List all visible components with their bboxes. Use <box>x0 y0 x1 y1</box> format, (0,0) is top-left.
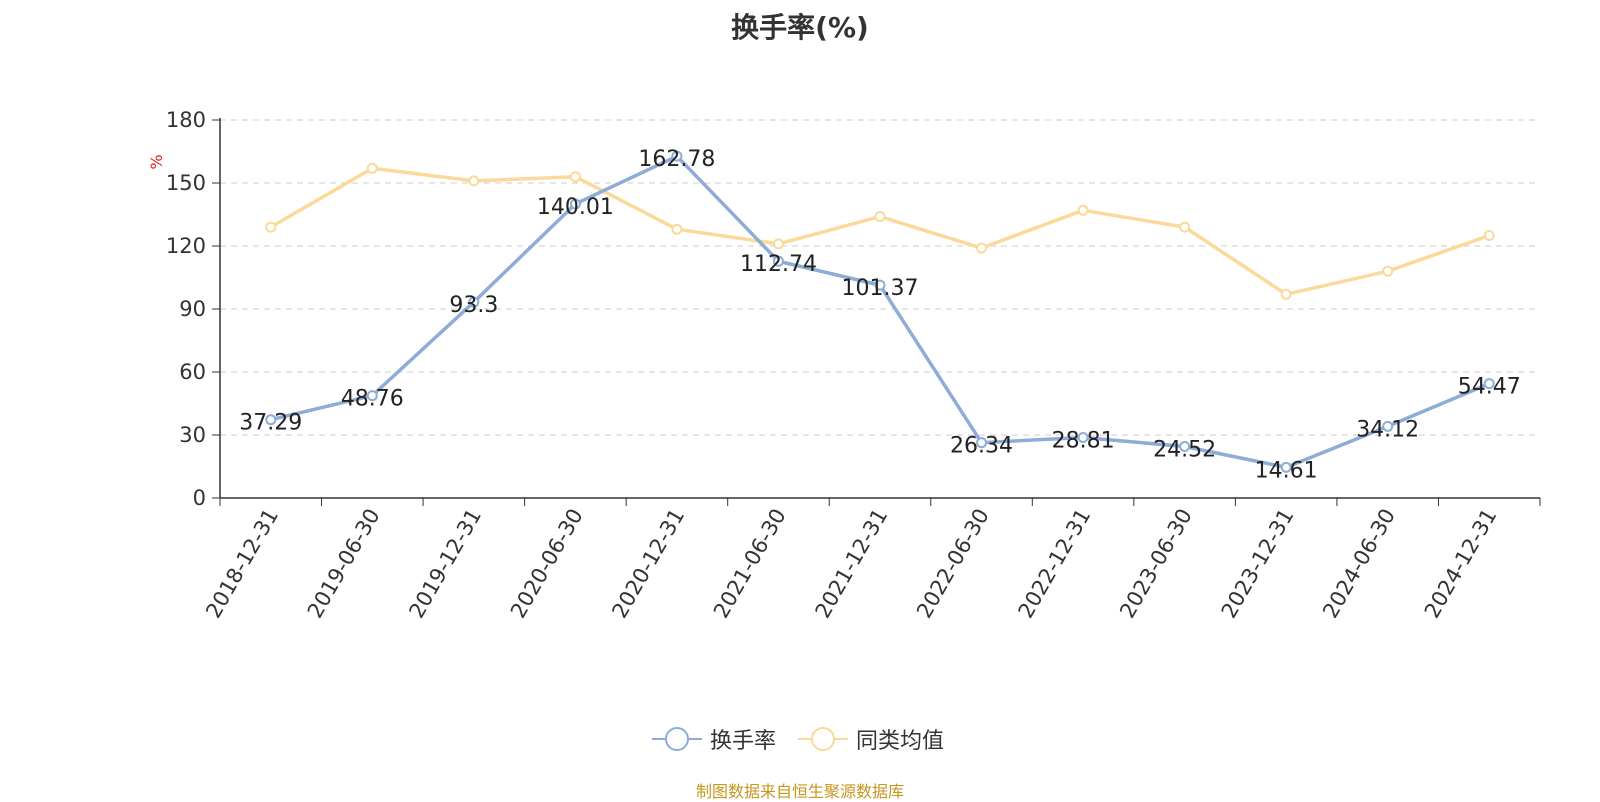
y-tick-label: 0 <box>193 486 206 510</box>
y-tick-label: 30 <box>179 423 206 447</box>
series <box>265 150 1495 473</box>
x-tick-label: 2018-12-31 <box>201 505 283 623</box>
legend: 换手率 同类均值 <box>652 724 966 754</box>
point-peer-average <box>772 238 784 250</box>
point-turnover <box>1179 441 1191 453</box>
x-tick-label: 2024-12-31 <box>1420 505 1502 623</box>
point-turnover <box>468 296 480 308</box>
y-axis-label: % <box>147 154 166 169</box>
x-tick-label: 2023-12-31 <box>1217 505 1299 623</box>
point-turnover <box>772 255 784 267</box>
point-peer-average <box>1179 221 1191 233</box>
data-label: 37.29 <box>239 411 302 436</box>
y-tick-label: 150 <box>166 171 206 195</box>
point-peer-average <box>1483 230 1495 241</box>
y-tick-label: 180 <box>166 108 206 132</box>
data-label: 54.47 <box>1458 375 1521 400</box>
data-label: 34.12 <box>1356 417 1419 442</box>
legend-item-turnover[interactable]: 换手率 <box>652 723 776 755</box>
x-tick-label: 2023-06-30 <box>1115 505 1197 623</box>
y-tick-label: 60 <box>179 360 206 384</box>
point-peer-average <box>265 221 277 233</box>
data-label: 112.74 <box>740 252 817 277</box>
x-tick-label: 2020-12-31 <box>607 505 689 623</box>
data-label: 162.78 <box>638 147 715 172</box>
legend-label-turnover: 换手率 <box>710 729 777 754</box>
x-tick-label: 2022-06-30 <box>912 505 994 623</box>
point-turnover <box>265 414 277 426</box>
x-tick-label: 2019-12-31 <box>404 505 486 623</box>
x-tick-label: 2024-06-30 <box>1318 505 1400 623</box>
grid-lines <box>220 119 1540 436</box>
point-turnover <box>874 279 886 291</box>
point-peer-average <box>468 175 480 187</box>
data-label: 93.3 <box>449 293 498 318</box>
point-peer-average <box>1382 265 1394 277</box>
point-turnover <box>366 390 378 402</box>
x-tick-label: 2020-06-30 <box>506 505 588 623</box>
point-turnover <box>671 150 683 162</box>
legend-marker-turnover <box>652 727 702 751</box>
point-turnover <box>1077 431 1089 443</box>
point-peer-average <box>976 242 988 254</box>
y-tick-label: 120 <box>166 234 206 258</box>
data-label: 26.34 <box>950 434 1013 459</box>
legend-label-peer-average: 同类均值 <box>856 729 945 754</box>
data-label: 24.52 <box>1153 438 1216 463</box>
point-turnover <box>1280 461 1292 473</box>
point-turnover <box>1382 420 1394 432</box>
x-tick-label: 2019-06-30 <box>303 505 385 623</box>
data-labels: 37.29 48.76 93.3 140.01 162.78 112.74 101.37 26… <box>239 147 1520 483</box>
point-peer-average <box>671 223 683 235</box>
x-tick-label: 2021-12-31 <box>811 505 893 623</box>
legend-item-peer-average[interactable]: 同类均值 <box>798 723 944 755</box>
x-tick-label: 2021-06-30 <box>709 505 791 623</box>
point-turnover <box>569 198 581 210</box>
data-label: 101.37 <box>842 276 919 301</box>
point-peer-average <box>569 171 581 183</box>
data-label: 14.61 <box>1255 458 1318 483</box>
y-tick-label: 90 <box>179 297 206 321</box>
point-peer-average <box>1077 204 1089 216</box>
data-label: 140.01 <box>537 195 614 220</box>
data-label: 28.81 <box>1052 428 1115 453</box>
point-turnover <box>1483 378 1495 390</box>
data-label: 48.76 <box>341 387 404 412</box>
point-peer-average <box>874 211 886 223</box>
x-tick-label: 2022-12-31 <box>1014 505 1096 623</box>
point-peer-average <box>366 162 378 174</box>
source-note: 制图数据来自恒生聚源数据库 <box>695 782 904 801</box>
legend-marker-peer-average <box>798 727 849 751</box>
point-turnover <box>976 437 988 449</box>
point-peer-average <box>1280 288 1292 300</box>
axes: 0 30 60 90 120 150 180% 2018-12-31 2019-06-30 201… <box>147 108 1541 623</box>
chart-title: 换手率(%) <box>731 11 869 44</box>
